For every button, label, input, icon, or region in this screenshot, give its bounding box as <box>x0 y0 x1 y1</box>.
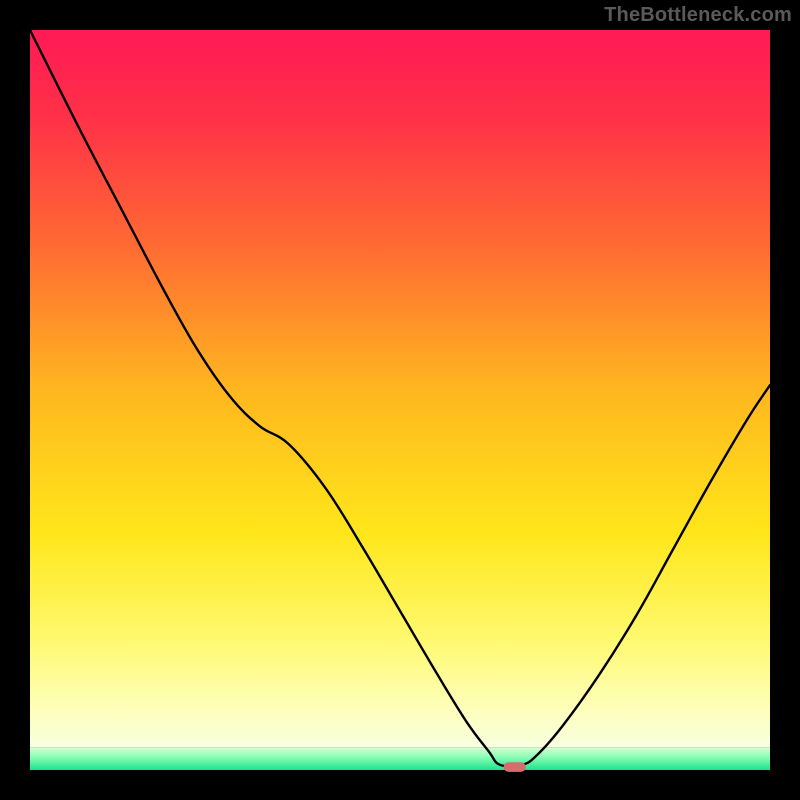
bottleneck-chart <box>0 0 800 800</box>
chart-background-layer <box>30 748 770 770</box>
watermark-text: TheBottleneck.com <box>604 4 792 27</box>
optimal-point <box>504 762 526 772</box>
chart-background-layer <box>30 30 770 748</box>
